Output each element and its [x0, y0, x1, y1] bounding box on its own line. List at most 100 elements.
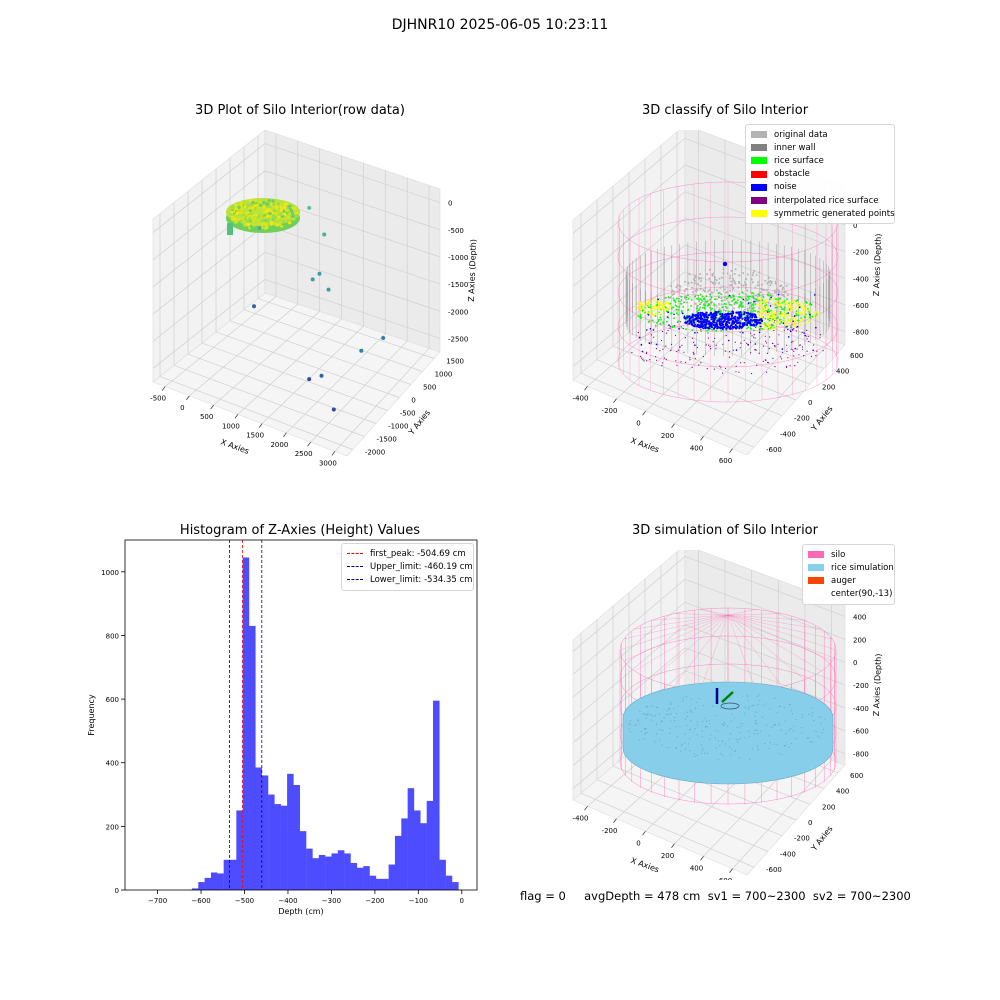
original-data-point — [707, 290, 710, 293]
interpolated-point — [641, 357, 643, 359]
interpolated-point — [665, 332, 668, 334]
interpolated-point — [813, 344, 815, 346]
original-data-point — [755, 274, 758, 276]
p2-xlabel: X Axies — [629, 436, 660, 455]
noise-point — [692, 319, 695, 322]
p4-xtick-label: 0 — [636, 839, 640, 847]
p1-ytick-label: -1500 — [376, 436, 396, 444]
interpolated-point — [790, 327, 792, 329]
cluster-point — [265, 202, 269, 206]
interpolated-point — [758, 352, 760, 354]
rice-surface-point — [751, 292, 754, 294]
p4-xtick-label: -400 — [573, 814, 589, 822]
histogram-bar — [363, 866, 370, 890]
legend-swatch — [808, 564, 824, 572]
legend-entry: obstacle — [751, 168, 889, 181]
symmetric-point — [767, 316, 770, 318]
symmetric-point — [758, 316, 761, 318]
noise-point — [694, 314, 697, 317]
rice-surface-point — [803, 316, 806, 318]
noise-point — [755, 316, 758, 319]
p1-ygrid — [201, 342, 388, 411]
raw-data-point — [252, 304, 256, 309]
rice-texture-point — [715, 729, 717, 731]
rice-surface-point — [745, 297, 747, 300]
rice-texture-point — [644, 733, 646, 735]
interpolated-point — [681, 344, 683, 346]
rice-texture-point — [708, 719, 710, 721]
p1-ytick-label: -500 — [400, 410, 416, 418]
p2-xtick — [671, 423, 675, 428]
original-data-point — [694, 294, 697, 296]
noise-point — [754, 343, 757, 345]
original-data-point — [746, 289, 749, 292]
silo-roof-line — [727, 614, 822, 630]
original-data-point — [730, 280, 733, 283]
symmetric-point — [802, 308, 805, 311]
rice-texture-point — [702, 748, 704, 750]
interpolated-point — [670, 350, 672, 352]
interpolated-point — [786, 344, 788, 346]
rice-surface-point — [779, 323, 781, 325]
p2-xtick — [642, 411, 646, 416]
noise-point — [746, 318, 750, 321]
rice-texture-point — [730, 720, 732, 722]
original-data-point — [732, 277, 735, 280]
original-data-point — [729, 277, 732, 280]
noise-point — [728, 327, 731, 330]
symmetric-point — [667, 309, 669, 311]
noise-point — [688, 322, 691, 325]
raw-data-point — [307, 377, 312, 382]
noise-point — [791, 329, 794, 331]
rice-texture-point — [717, 730, 719, 732]
rice-texture-point — [694, 755, 696, 757]
p1-zgrid — [152, 224, 266, 315]
rice-texture-point — [644, 727, 646, 730]
histogram-bar — [413, 810, 421, 890]
interpolated-point — [712, 341, 714, 343]
noise-point — [782, 322, 785, 324]
cluster-point — [234, 220, 238, 224]
rice-surface-point — [779, 312, 782, 315]
rice-texture-point — [769, 708, 771, 710]
noise-point — [740, 314, 743, 318]
cluster-point — [280, 224, 284, 228]
noise-point — [747, 343, 749, 346]
original-data-point — [781, 288, 784, 291]
original-data-point — [724, 291, 727, 294]
rice-texture-point — [773, 743, 775, 745]
noise-point — [743, 311, 746, 314]
p1-xtick — [186, 395, 190, 401]
rice-surface-point — [673, 325, 676, 328]
rice-texture-point — [659, 739, 661, 741]
rice-texture-point — [643, 713, 645, 715]
p4-ytick-label: -600 — [766, 866, 782, 874]
interpolated-point — [714, 337, 716, 339]
rice-surface-point — [752, 309, 755, 312]
interpolated-point — [799, 344, 801, 346]
symmetric-point — [788, 306, 791, 308]
histogram-bar — [401, 818, 408, 890]
original-data-point — [745, 293, 748, 296]
symmetric-point — [779, 303, 782, 306]
rice-texture-point — [756, 729, 758, 731]
cluster-point — [277, 215, 281, 219]
interpolated-point — [793, 355, 795, 357]
raw-data-point — [331, 407, 336, 412]
noise-point — [781, 348, 784, 350]
legend-swatch — [808, 577, 824, 585]
interpolated-point — [719, 365, 721, 367]
symmetric-point — [816, 311, 819, 313]
p2-xtick — [700, 436, 704, 441]
symmetric-point — [758, 327, 760, 329]
rice-surface-point — [656, 303, 659, 306]
original-data-point — [756, 284, 759, 287]
rice-surface-point — [696, 307, 698, 310]
symmetric-point — [776, 311, 779, 314]
noise-point — [728, 294, 731, 297]
p2-zgrid — [572, 271, 686, 367]
rice-surface-point — [691, 329, 694, 332]
x-tick-label: −300 — [322, 897, 341, 905]
symmetric-point — [770, 310, 773, 313]
silo-roof-line — [727, 614, 833, 662]
